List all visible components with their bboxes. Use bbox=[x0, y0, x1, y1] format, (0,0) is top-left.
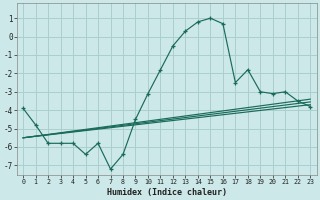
X-axis label: Humidex (Indice chaleur): Humidex (Indice chaleur) bbox=[107, 188, 227, 197]
